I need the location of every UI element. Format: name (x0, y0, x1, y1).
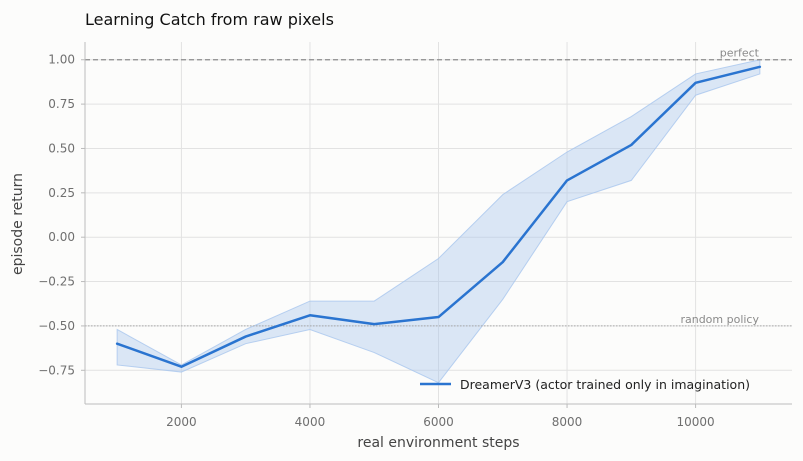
confidence-band-layer (116, 59, 761, 384)
tick-labels: 2000 4000 6000 8000 10000 1.00 0.75 0.50 0.25 0.0… (38, 53, 714, 429)
y-tick-label-1: 0.75 (48, 97, 75, 111)
legend: DreamerV3 (actor trained only in imagina… (420, 377, 750, 392)
y-tick-label-0: 1.00 (48, 53, 75, 67)
x-tick-label-10000: 10000 (676, 415, 714, 429)
y-tick-label-5: −0.25 (38, 275, 75, 289)
x-tick-label-2000: 2000 (166, 415, 197, 429)
x-tick-label-4000: 4000 (295, 415, 326, 429)
reference-label-1: random policy (680, 313, 759, 326)
y-tick-label-3: 0.25 (48, 186, 75, 200)
chart-title: Learning Catch from raw pixels (85, 10, 334, 29)
x-tick-label-6000: 6000 (423, 415, 454, 429)
x-tick-label-8000: 8000 (552, 415, 583, 429)
series-layer (115, 65, 762, 368)
y-tick-label-2: 0.50 (48, 141, 75, 155)
confidence-band-0 (116, 59, 761, 384)
legend-label: DreamerV3 (actor trained only in imagina… (460, 377, 750, 392)
y-tick-label-6: −0.50 (38, 319, 75, 333)
y-tick-label-7: −0.75 (38, 363, 75, 377)
y-tick-label-4: 0.00 (48, 230, 75, 244)
reference-label-0: perfect (720, 47, 760, 60)
y-axis-label: episode return (10, 173, 26, 275)
reference-lines: perfect random policy (85, 47, 792, 327)
x-axis-label: real environment steps (357, 435, 519, 451)
